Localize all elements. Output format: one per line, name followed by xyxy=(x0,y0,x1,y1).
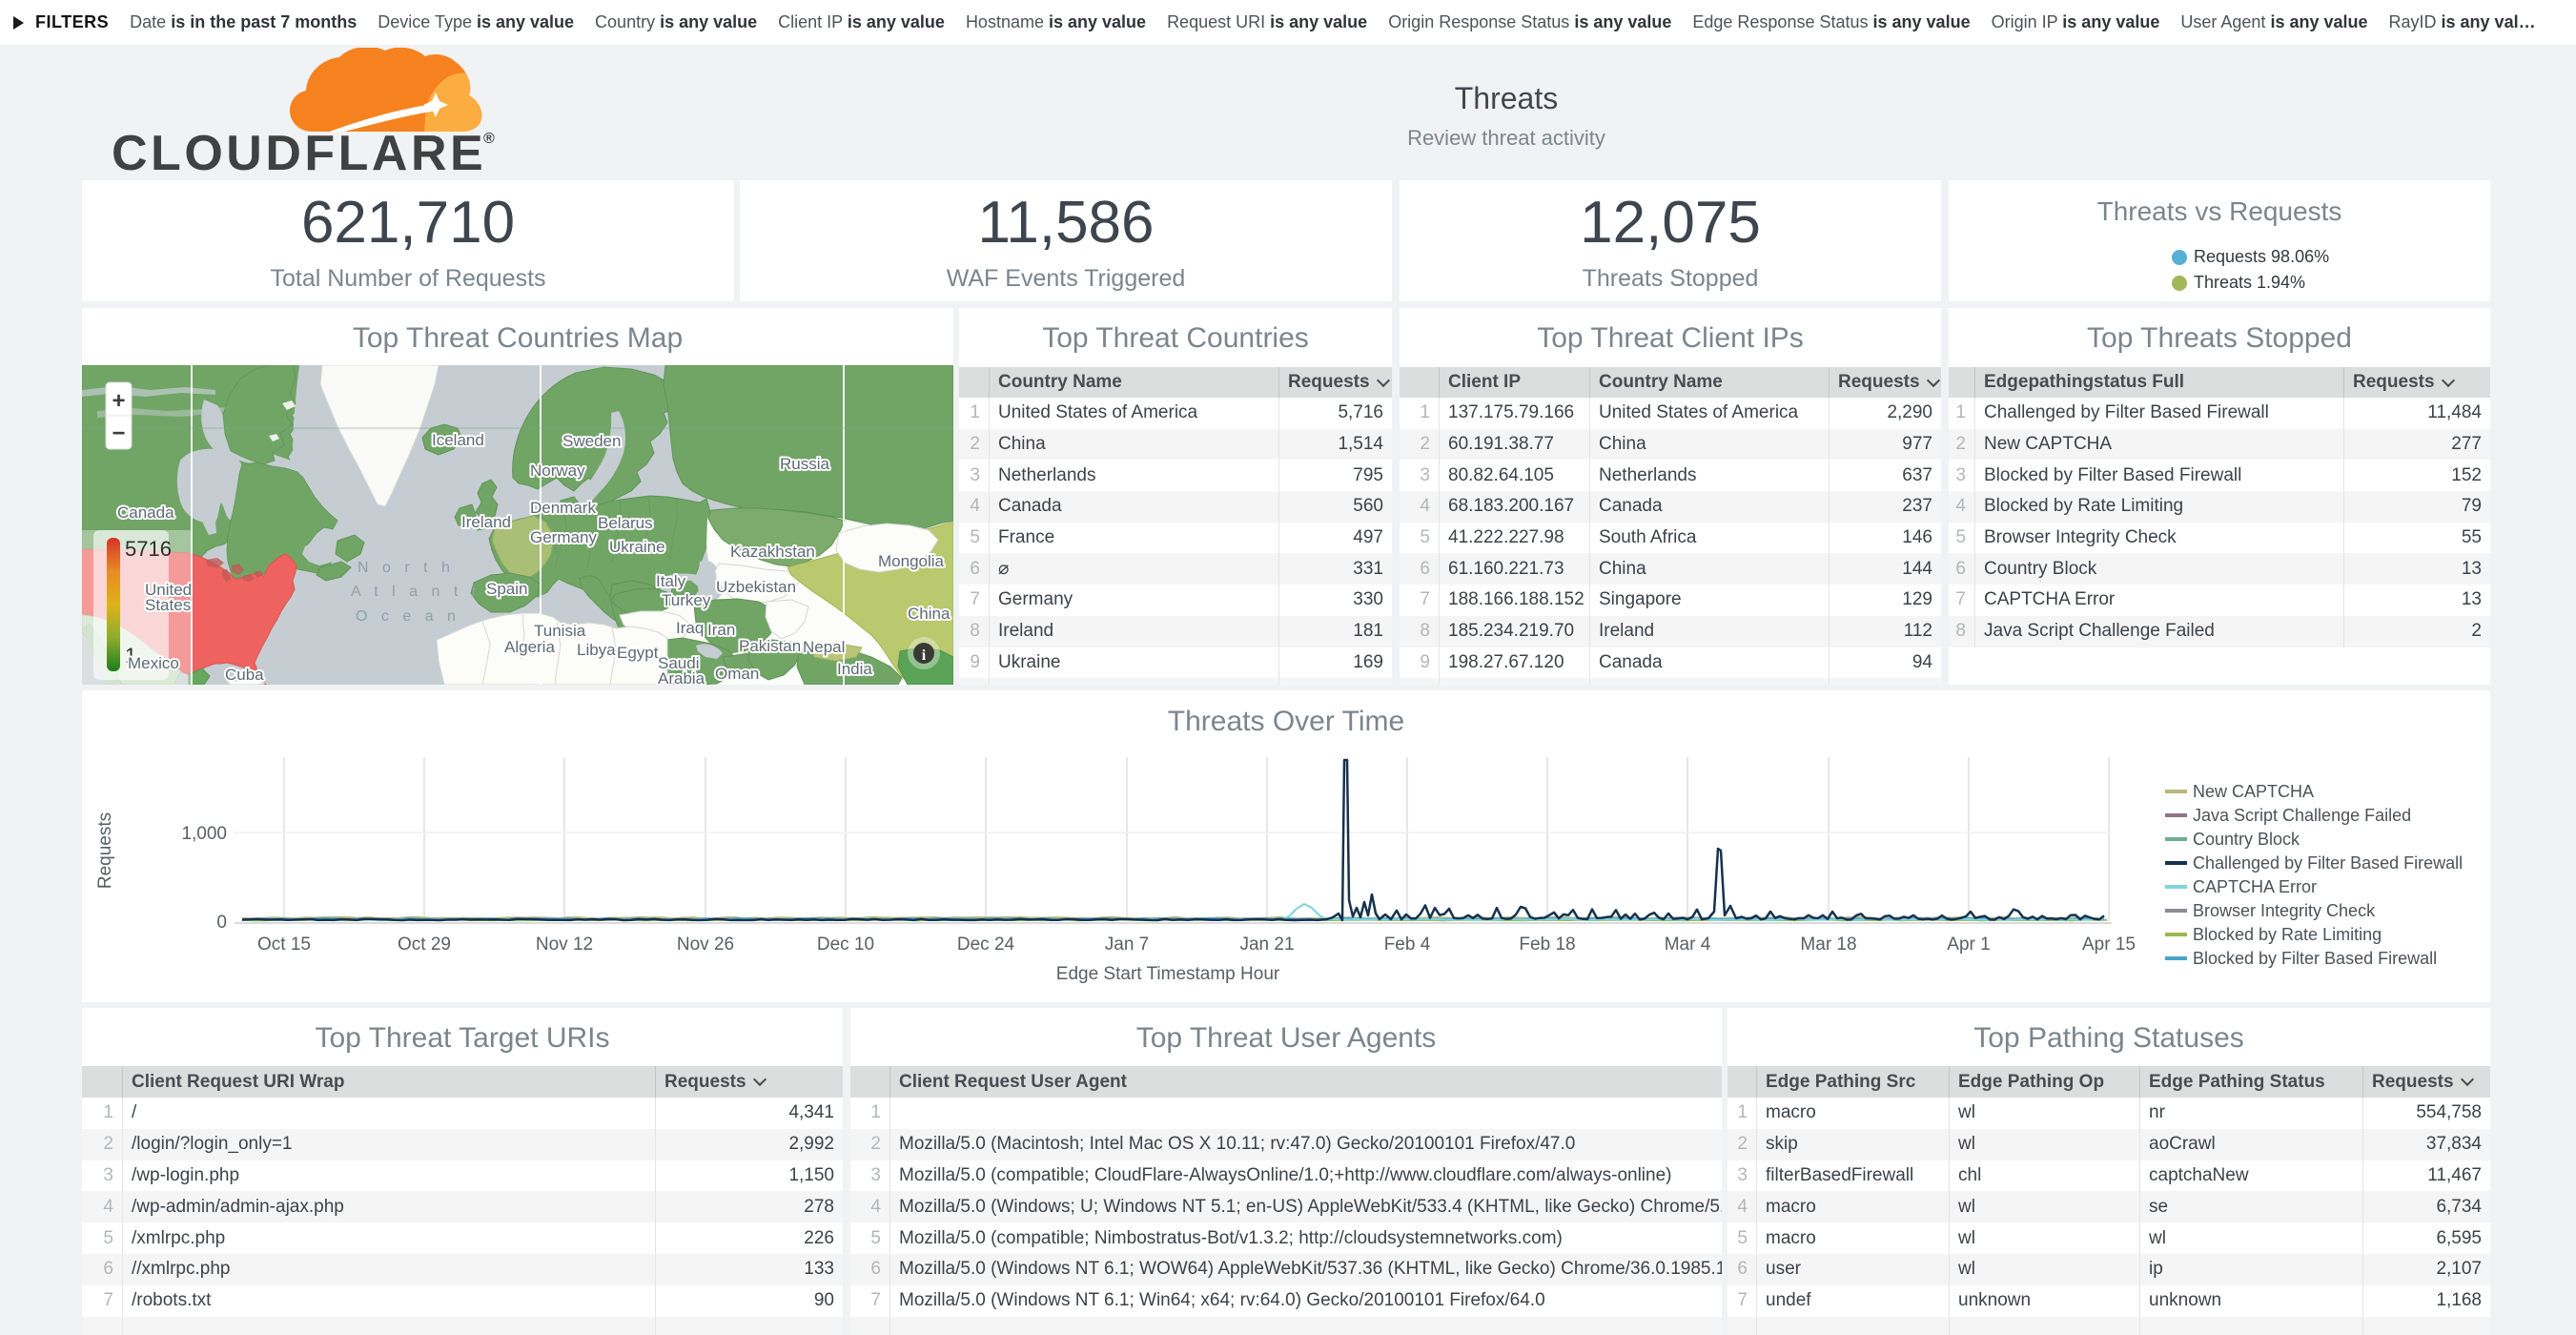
svg-text:Nov 12: Nov 12 xyxy=(536,934,593,955)
svg-text:United: United xyxy=(145,581,192,599)
svg-text:−: − xyxy=(112,421,125,446)
svg-text:CAPTCHA Error: CAPTCHA Error xyxy=(2193,877,2317,896)
svg-text:Italy: Italy xyxy=(656,572,686,590)
svg-text:Apr 1: Apr 1 xyxy=(1947,934,1990,955)
svg-text:Apr 15: Apr 15 xyxy=(2082,934,2136,955)
svg-text:China: China xyxy=(908,605,951,623)
svg-text:Sweden: Sweden xyxy=(562,432,621,450)
svg-text:Jan 21: Jan 21 xyxy=(1239,934,1294,955)
svg-text:Feb 18: Feb 18 xyxy=(1519,934,1575,955)
svg-text:Egypt: Egypt xyxy=(617,644,659,662)
svg-text:India: India xyxy=(837,660,872,678)
svg-text:Nepal: Nepal xyxy=(803,638,845,656)
svg-text:Iran: Iran xyxy=(707,621,735,639)
svg-text:Belarus: Belarus xyxy=(598,514,653,532)
svg-text:Arabia: Arabia xyxy=(658,669,705,685)
svg-text:Saudi: Saudi xyxy=(658,654,699,672)
svg-text:Jan 7: Jan 7 xyxy=(1105,934,1149,955)
svg-text:Turkey: Turkey xyxy=(662,591,711,609)
svg-text:Blocked by Filter Based Firewa: Blocked by Filter Based Firewall xyxy=(2193,949,2437,968)
svg-text:+: + xyxy=(112,388,125,414)
svg-text:Algeria: Algeria xyxy=(504,638,555,656)
svg-text:Mongolia: Mongolia xyxy=(878,552,945,570)
svg-text:Uzbekistan: Uzbekistan xyxy=(716,578,796,596)
svg-text:Iraq: Iraq xyxy=(676,619,704,637)
svg-text:Java Script Challenge Failed: Java Script Challenge Failed xyxy=(2193,806,2411,825)
svg-text:Challenged by Filter Based Fir: Challenged by Filter Based Firewall xyxy=(2193,853,2463,873)
svg-text:Germany: Germany xyxy=(530,528,597,546)
svg-text:O c e a n: O c e a n xyxy=(356,608,460,625)
svg-text:1: 1 xyxy=(125,644,136,668)
svg-text:Norway: Norway xyxy=(530,462,585,480)
svg-text:Pakistan: Pakistan xyxy=(739,637,801,655)
svg-text:Mar 18: Mar 18 xyxy=(1800,934,1856,955)
svg-text:Browser Integrity Check: Browser Integrity Check xyxy=(2193,901,2376,920)
svg-text:Dec 10: Dec 10 xyxy=(817,934,874,955)
svg-text:Denmark: Denmark xyxy=(530,499,596,517)
svg-text:i: i xyxy=(922,647,927,664)
svg-text:Nov 26: Nov 26 xyxy=(677,934,734,955)
svg-text:States: States xyxy=(145,596,191,614)
svg-text:5716: 5716 xyxy=(125,537,172,561)
svg-text:Libya: Libya xyxy=(577,641,616,659)
svg-text:Tunisia: Tunisia xyxy=(534,622,586,640)
svg-text:Oman: Oman xyxy=(715,665,759,683)
svg-text:Ireland: Ireland xyxy=(461,513,511,531)
svg-text:N o r t h: N o r t h xyxy=(358,560,455,576)
svg-text:Cuba: Cuba xyxy=(225,666,264,684)
svg-text:Feb 4: Feb 4 xyxy=(1384,934,1431,955)
svg-text:®: ® xyxy=(483,131,495,147)
svg-text:Spain: Spain xyxy=(486,580,527,598)
svg-text:Kazakhstan: Kazakhstan xyxy=(730,543,815,561)
svg-text:Oct 29: Oct 29 xyxy=(398,934,451,955)
svg-text:Dec 24: Dec 24 xyxy=(957,934,1015,955)
svg-text:Russia: Russia xyxy=(780,455,830,473)
svg-text:Mar 4: Mar 4 xyxy=(1665,934,1711,955)
svg-text:Oct 15: Oct 15 xyxy=(257,934,311,955)
svg-text:Iceland: Iceland xyxy=(432,431,484,449)
svg-text:Ukraine: Ukraine xyxy=(609,538,665,556)
svg-text:A t l a n t i c: A t l a n t i c xyxy=(351,584,501,600)
svg-text:New CAPTCHA: New CAPTCHA xyxy=(2193,782,2314,801)
svg-text:Mexico: Mexico xyxy=(128,654,179,672)
svg-text:Canada: Canada xyxy=(117,503,174,522)
svg-text:Edge Start Timestamp Hour: Edge Start Timestamp Hour xyxy=(1056,964,1280,984)
svg-text:0: 0 xyxy=(216,913,227,933)
svg-text:Blocked by Rate Limiting: Blocked by Rate Limiting xyxy=(2193,925,2382,944)
svg-text:Country Block: Country Block xyxy=(2193,830,2300,849)
svg-text:Requests: Requests xyxy=(95,812,115,889)
svg-text:CLOUDFLARE: CLOUDFLARE xyxy=(112,126,486,176)
svg-text:1,000: 1,000 xyxy=(181,824,227,844)
